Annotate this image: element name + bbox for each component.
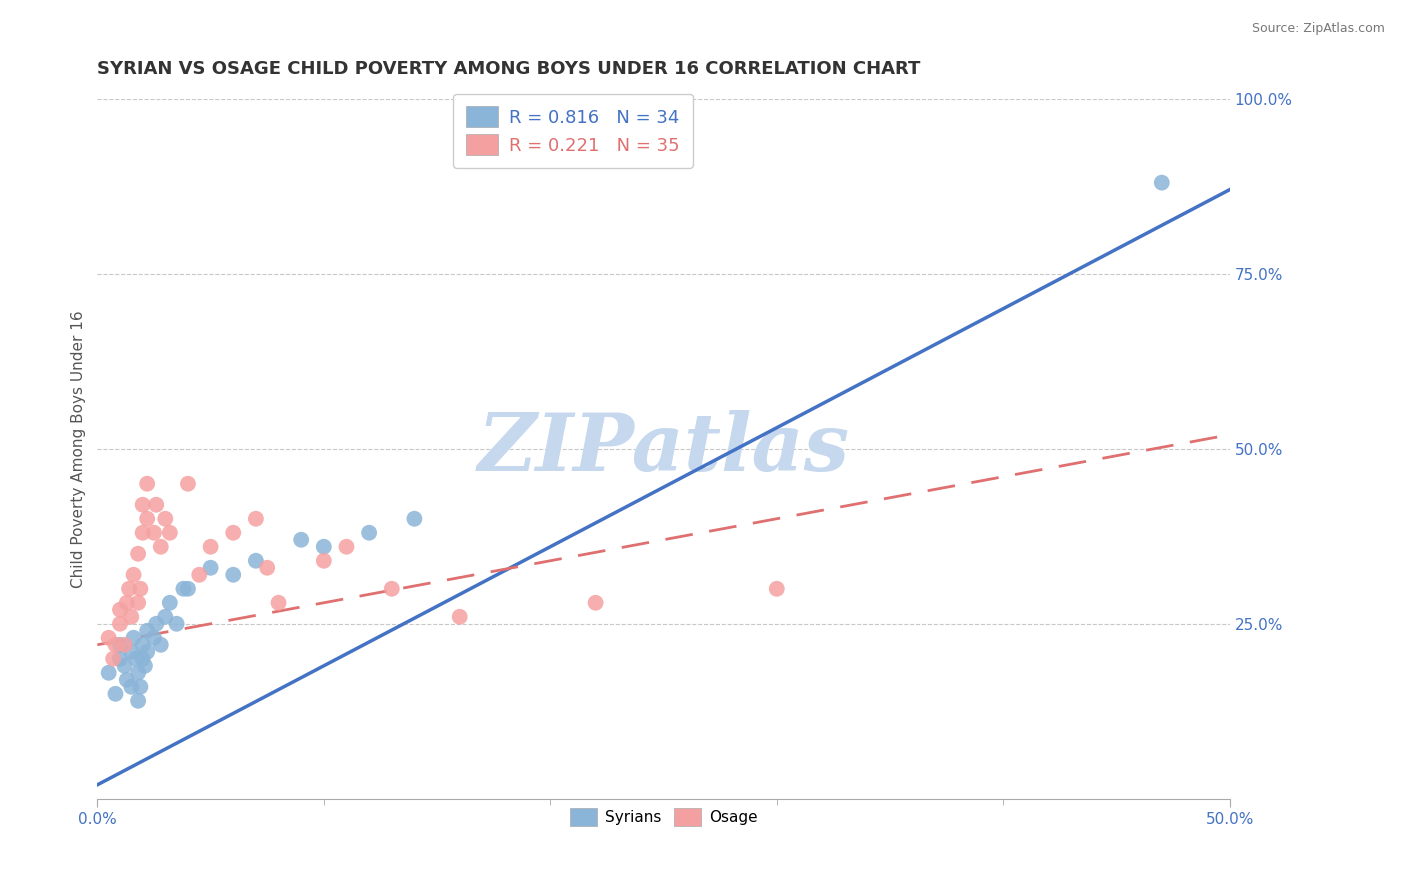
Text: ZIPatlas: ZIPatlas [478,410,849,487]
Point [155,512,177,526]
Point [136,476,159,491]
Point [120,609,142,624]
Point [108,616,131,631]
Point [1150,176,1173,190]
Point [115,596,138,610]
Point [267,596,290,610]
Point [166,616,188,631]
Point [159,525,181,540]
Point [127,547,149,561]
Point [143,525,166,540]
Point [245,554,267,568]
Point [127,596,149,610]
Point [177,476,200,491]
Point [256,560,278,574]
Point [449,609,471,624]
Point [222,567,245,582]
Point [159,596,181,610]
Text: SYRIAN VS OSAGE CHILD POVERTY AMONG BOYS UNDER 16 CORRELATION CHART: SYRIAN VS OSAGE CHILD POVERTY AMONG BOYS… [97,60,921,78]
Point [129,680,152,694]
Point [122,567,145,582]
Point [381,582,404,596]
Point [97,665,120,680]
Point [359,525,381,540]
Point [585,596,607,610]
Point [155,609,177,624]
Point [104,638,127,652]
Point [765,582,787,596]
Point [131,525,153,540]
Point [131,652,153,666]
Text: Source: ZipAtlas.com: Source: ZipAtlas.com [1251,22,1385,36]
Point [104,687,127,701]
Point [188,567,211,582]
Point [245,512,267,526]
Point [108,652,131,666]
Legend: Syrians, Osage: Syrians, Osage [562,800,765,833]
Point [131,498,153,512]
Point [312,554,335,568]
Point [200,560,222,574]
Point [145,498,167,512]
Point [149,540,172,554]
Point [122,631,145,645]
Point [145,616,167,631]
Point [127,694,149,708]
Point [103,652,125,666]
Point [177,582,200,596]
Y-axis label: Child Poverty Among Boys Under 16: Child Poverty Among Boys Under 16 [72,310,86,588]
Point [143,631,166,645]
Point [222,525,245,540]
Point [312,540,335,554]
Point [335,540,357,554]
Point [97,631,120,645]
Point [172,582,194,596]
Point [134,658,156,673]
Point [120,680,142,694]
Point [131,638,153,652]
Point [290,533,312,547]
Point [120,645,142,659]
Point [404,512,426,526]
Point [115,673,138,687]
Point [125,652,148,666]
Point [129,582,152,596]
Point [114,658,136,673]
Point [149,638,172,652]
Point [127,665,149,680]
Point [108,603,131,617]
Point [114,638,136,652]
Point [118,582,141,596]
Point [136,512,159,526]
Point [108,638,131,652]
Point [200,540,222,554]
Point [136,624,159,638]
Point [136,645,159,659]
